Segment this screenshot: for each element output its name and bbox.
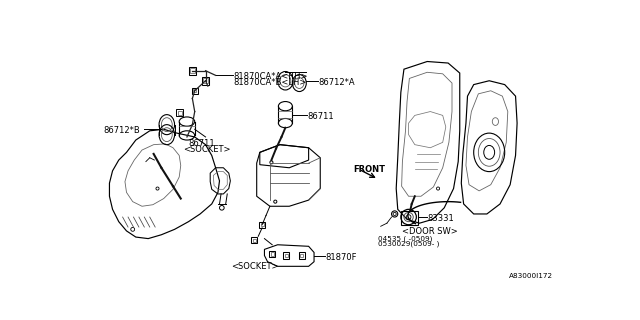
Text: 86711: 86711 [307, 112, 333, 121]
Text: 86711: 86711 [189, 139, 215, 148]
Bar [253, 239, 256, 242]
Bar [260, 223, 264, 226]
Text: <SOCKET>: <SOCKET> [183, 145, 230, 154]
Text: 86712*A: 86712*A [318, 78, 355, 87]
Text: 0530029(0509- ): 0530029(0509- ) [378, 241, 440, 247]
Bar [283, 252, 289, 259]
Text: 81870CA*A<RH>: 81870CA*A<RH> [234, 71, 308, 81]
Bar [401, 211, 418, 225]
Text: 04535 ( -0509): 04535 ( -0509) [378, 236, 433, 242]
Bar [271, 252, 274, 256]
Bar [191, 88, 198, 94]
Bar [204, 78, 208, 83]
Bar [190, 68, 195, 73]
Bar [285, 254, 288, 257]
Text: 81870F: 81870F [325, 253, 356, 262]
Text: <SOCKET>: <SOCKET> [231, 262, 278, 271]
Bar [176, 109, 183, 116]
Text: 86712*B: 86712*B [103, 126, 140, 135]
Bar [298, 252, 305, 259]
Bar [178, 111, 182, 115]
Text: 83331: 83331 [428, 214, 454, 223]
Bar [252, 237, 257, 243]
Bar [189, 67, 196, 75]
Text: A83000I172: A83000I172 [509, 273, 553, 279]
Bar [202, 77, 209, 84]
Bar [259, 222, 265, 228]
Text: <DOOR SW>: <DOOR SW> [402, 227, 458, 236]
Text: 81870CA*B<LH>: 81870CA*B<LH> [234, 78, 307, 87]
Text: FRONT: FRONT [353, 165, 385, 174]
Bar [300, 254, 303, 257]
Bar [193, 89, 196, 92]
Bar [269, 251, 275, 257]
